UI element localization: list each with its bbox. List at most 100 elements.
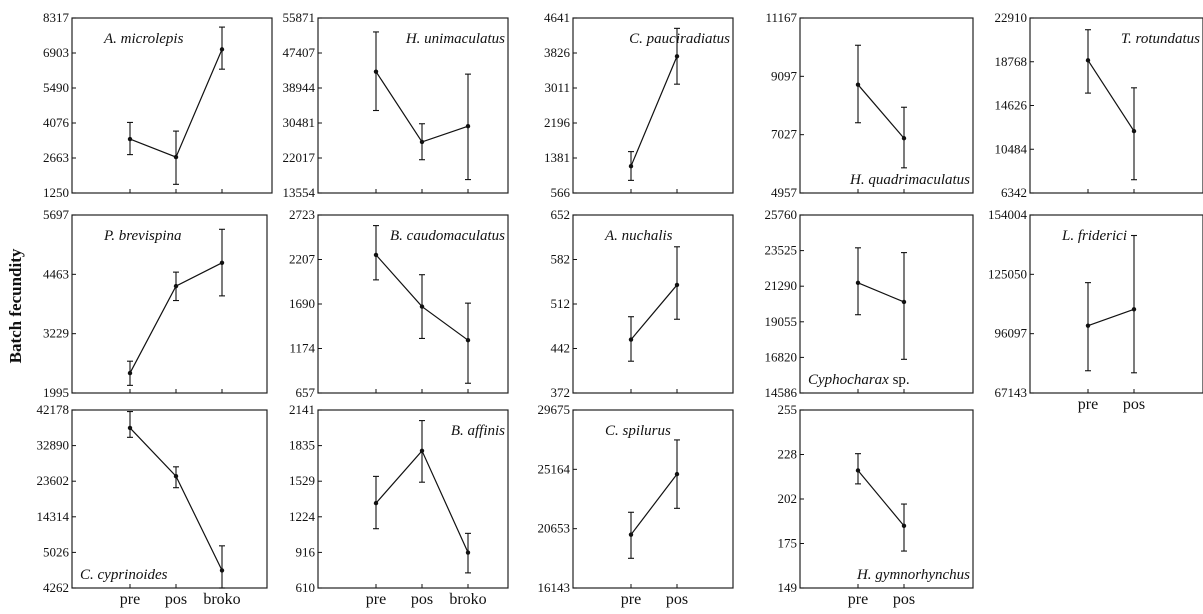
chart-panel: 13554 22017 30481 38944 47407 55871 H. unimacu… (283, 10, 509, 200)
y-tick-label: 652 (551, 207, 571, 222)
species-label: C. spilurus (605, 423, 671, 439)
mean-point (901, 299, 907, 305)
x-tick-label: pre (848, 591, 868, 608)
y-tick-label: 175 (778, 536, 798, 551)
mean-point (855, 468, 861, 473)
mean-point (901, 136, 907, 141)
y-tick-label: 149 (778, 580, 798, 595)
y-tick-label: 3229 (43, 326, 69, 341)
y-tick-label: 1995 (43, 385, 69, 400)
panel-frame (572, 409, 734, 589)
y-tick-label: 5490 (43, 80, 69, 95)
y-tick-label: 657 (296, 385, 316, 400)
y-tick-label: 5026 (43, 544, 70, 559)
x-tick-label: pos (893, 591, 915, 608)
x-tick-label: pre (1078, 396, 1098, 413)
mean-line (630, 473, 678, 535)
mean-point (465, 124, 471, 129)
y-tick-label: 23602 (37, 473, 70, 488)
species-label: B. caudomaculatus (390, 228, 505, 244)
y-tick-label: 25760 (765, 207, 798, 222)
y-tick-label: 10484 (995, 141, 1028, 156)
mean-point (855, 82, 861, 87)
panel-frame (317, 17, 509, 194)
mean-point (465, 550, 471, 555)
chart-panel: 16143 20653 25164 29675 pre pos C. spilurus (538, 402, 734, 608)
y-tick-label: 566 (551, 185, 571, 200)
mean-point (219, 260, 225, 265)
mean-point (855, 280, 861, 286)
y-tick-label: 4641 (544, 10, 570, 25)
y-tick-label: 1174 (289, 341, 315, 356)
y-tick-label: 22017 (283, 150, 316, 165)
x-tick-label: broko (449, 591, 486, 608)
mean-point (173, 154, 179, 160)
species-label: T. rotundatus (1121, 31, 1200, 47)
y-tick-label: 11167 (765, 10, 797, 25)
y-tick-label: 2663 (43, 150, 69, 165)
chart-panel: 372 442 512 582 652 A. nuchalis (551, 207, 734, 400)
mean-line (630, 56, 678, 167)
panel-frame (799, 409, 974, 589)
chart-panel: 566 1381 2196 3011 3826 4641 C. pauciradiatus (544, 10, 734, 200)
y-tick-label: 22910 (995, 10, 1028, 25)
mean-point (373, 500, 379, 506)
y-tick-label: 916 (296, 544, 316, 559)
y-tick-label: 2207 (289, 252, 316, 267)
mean-point (419, 139, 425, 145)
y-tick-label: 96097 (995, 326, 1028, 341)
mean-point (1131, 307, 1137, 312)
mean-line (857, 470, 905, 527)
panel-frame (317, 409, 509, 589)
mean-line (129, 427, 223, 571)
y-tick-label: 4076 (43, 115, 70, 130)
x-tick-label: pos (1123, 396, 1145, 413)
y-tick-label: 16143 (538, 580, 571, 595)
y-tick-label: 610 (296, 580, 316, 595)
species-label: H. unimaculatus (405, 31, 505, 47)
y-tick-label: 5697 (43, 207, 70, 222)
y-tick-label: 55871 (283, 10, 316, 25)
mean-point (373, 252, 379, 258)
species-label: C. cyprinoides (80, 567, 168, 583)
mean-point (1085, 323, 1091, 328)
panel-frame (71, 17, 273, 194)
y-axis-label: Batch fecundity (6, 248, 25, 363)
y-tick-label: 23525 (765, 243, 798, 258)
y-tick-label: 442 (551, 341, 571, 356)
chart-panel: 657 1174 1690 2207 2723 B. caudomaculatus (289, 207, 509, 400)
chart-panel: 610 916 1224 1529 1835 2141 pre pos broko B. affi… (289, 402, 509, 608)
mean-point (173, 474, 179, 479)
y-tick-label: 1529 (289, 473, 315, 488)
panel-frame (71, 214, 268, 394)
y-tick-label: 16820 (765, 349, 798, 364)
mean-point (219, 568, 225, 573)
mean-point (127, 425, 133, 431)
species-label: H. quadrimaculatus (849, 172, 970, 188)
chart-panel: 6342 10484 14626 18768 22910 T. rotundatus (995, 10, 1203, 200)
x-tick-label: pre (366, 591, 386, 608)
panel-frame (799, 17, 974, 194)
species-label: P. brevispina (103, 228, 182, 244)
y-tick-label: 582 (551, 252, 571, 267)
y-tick-label: 14626 (995, 98, 1028, 113)
y-tick-label: 7027 (771, 127, 798, 142)
y-tick-label: 2196 (544, 115, 571, 130)
y-tick-label: 3011 (544, 80, 570, 95)
y-tick-label: 372 (551, 385, 571, 400)
y-tick-label: 1835 (289, 438, 315, 453)
y-tick-label: 30481 (283, 115, 316, 130)
mean-point (373, 69, 379, 74)
y-tick-label: 19055 (765, 314, 798, 329)
y-tick-label: 1250 (43, 185, 69, 200)
y-tick-label: 1224 (289, 509, 316, 524)
mean-point (674, 471, 680, 477)
species-label: C. pauciradiatus (629, 31, 730, 47)
y-tick-label: 42178 (37, 402, 70, 417)
chart-panel: 1995 3229 4463 5697 P. brevispina (43, 207, 268, 400)
y-tick-label: 8317 (43, 10, 70, 25)
x-tick-label: broko (203, 591, 240, 608)
y-tick-label: 4463 (43, 266, 69, 281)
species-label: Cyphocharax sp. (808, 372, 910, 388)
